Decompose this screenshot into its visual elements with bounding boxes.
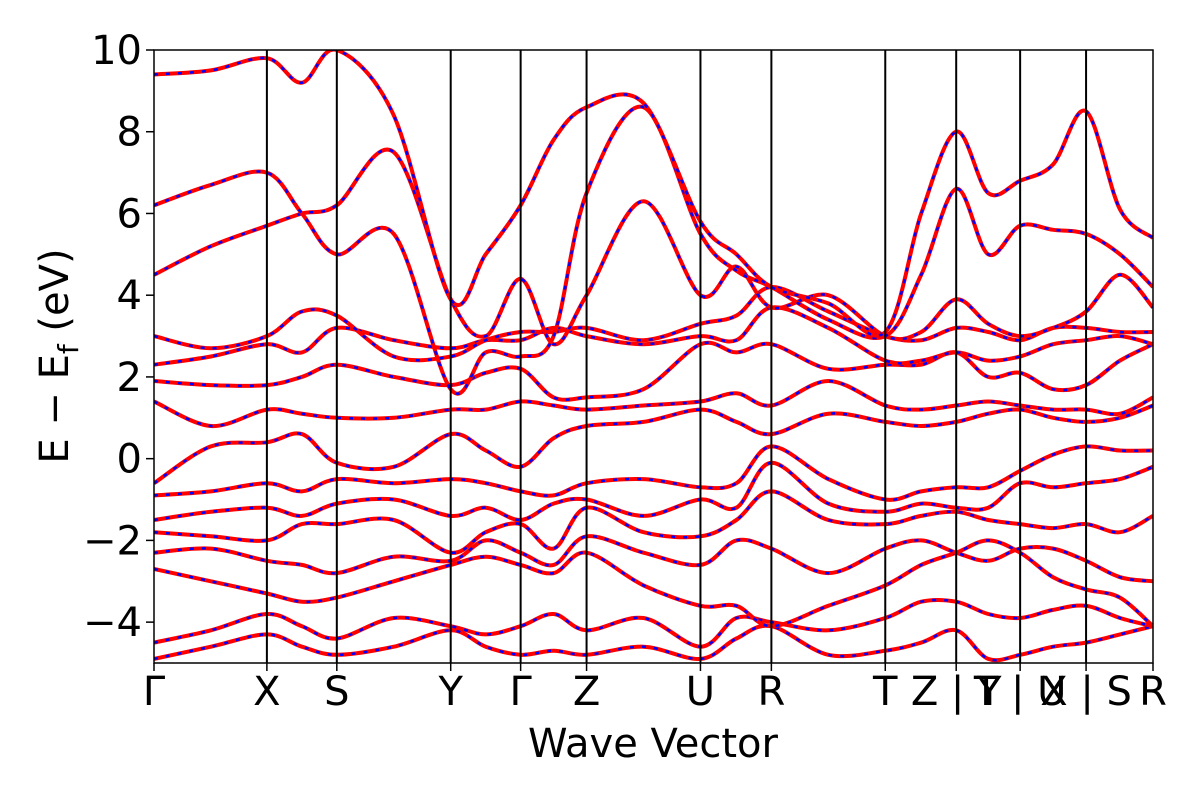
band-2-up <box>154 538 1153 629</box>
x-tick-label: T | U <box>973 669 1067 715</box>
plot-frame <box>153 49 1154 664</box>
band-0-down <box>154 624 1153 662</box>
band-7-up <box>154 403 1153 485</box>
y-tick-label: 6 <box>117 191 142 237</box>
band-6-up <box>154 444 1153 502</box>
y-tick-label: 8 <box>117 110 142 156</box>
x-tick-label: S <box>324 669 349 715</box>
band-2-down <box>154 539 1153 628</box>
band-12-down <box>154 148 1153 346</box>
band-7-down <box>154 404 1153 485</box>
y-tick-label: 2 <box>117 355 142 401</box>
y-tick-label: 10 <box>91 28 142 74</box>
x-tick-label: U <box>686 669 715 715</box>
x-axis-label: Wave Vector <box>528 721 779 767</box>
x-tick-label: Γ <box>509 669 532 715</box>
x-tick-label: Z <box>573 669 600 715</box>
y-axis-ticks: −4 −2 0 2 4 6 8 10 <box>83 28 154 646</box>
y-axis-label-main: E − E <box>32 354 78 464</box>
x-tick-label: X <box>253 669 280 715</box>
y-axis-label: E − Ef (eV) <box>32 248 85 463</box>
x-tick-label: X | S <box>1040 669 1132 715</box>
y-tick-label: −2 <box>83 518 142 564</box>
y-tick-label: −4 <box>83 600 142 646</box>
x-tick-label: R <box>1139 669 1167 715</box>
x-tick-label: Y <box>437 669 463 715</box>
bands-layer <box>154 50 1153 663</box>
y-tick-label: 0 <box>117 437 142 483</box>
x-tick-label: Γ <box>143 669 166 715</box>
y-axis-label-sub: f <box>52 343 85 354</box>
y-tick-label: 4 <box>117 273 142 319</box>
y-axis-label-unit: (eV) <box>32 248 78 344</box>
x-tick-label: R <box>757 669 785 715</box>
band-0-up <box>154 623 1153 663</box>
band-11-down <box>154 285 1153 362</box>
x-tick-label: T <box>872 669 898 715</box>
band-14-up <box>154 50 1153 338</box>
band-11-up <box>154 284 1153 363</box>
band-1-up <box>154 597 1153 649</box>
band-14-down <box>154 50 1153 337</box>
high-symmetry-lines <box>265 50 1088 663</box>
x-tick-label: Z | Y <box>911 669 1002 715</box>
